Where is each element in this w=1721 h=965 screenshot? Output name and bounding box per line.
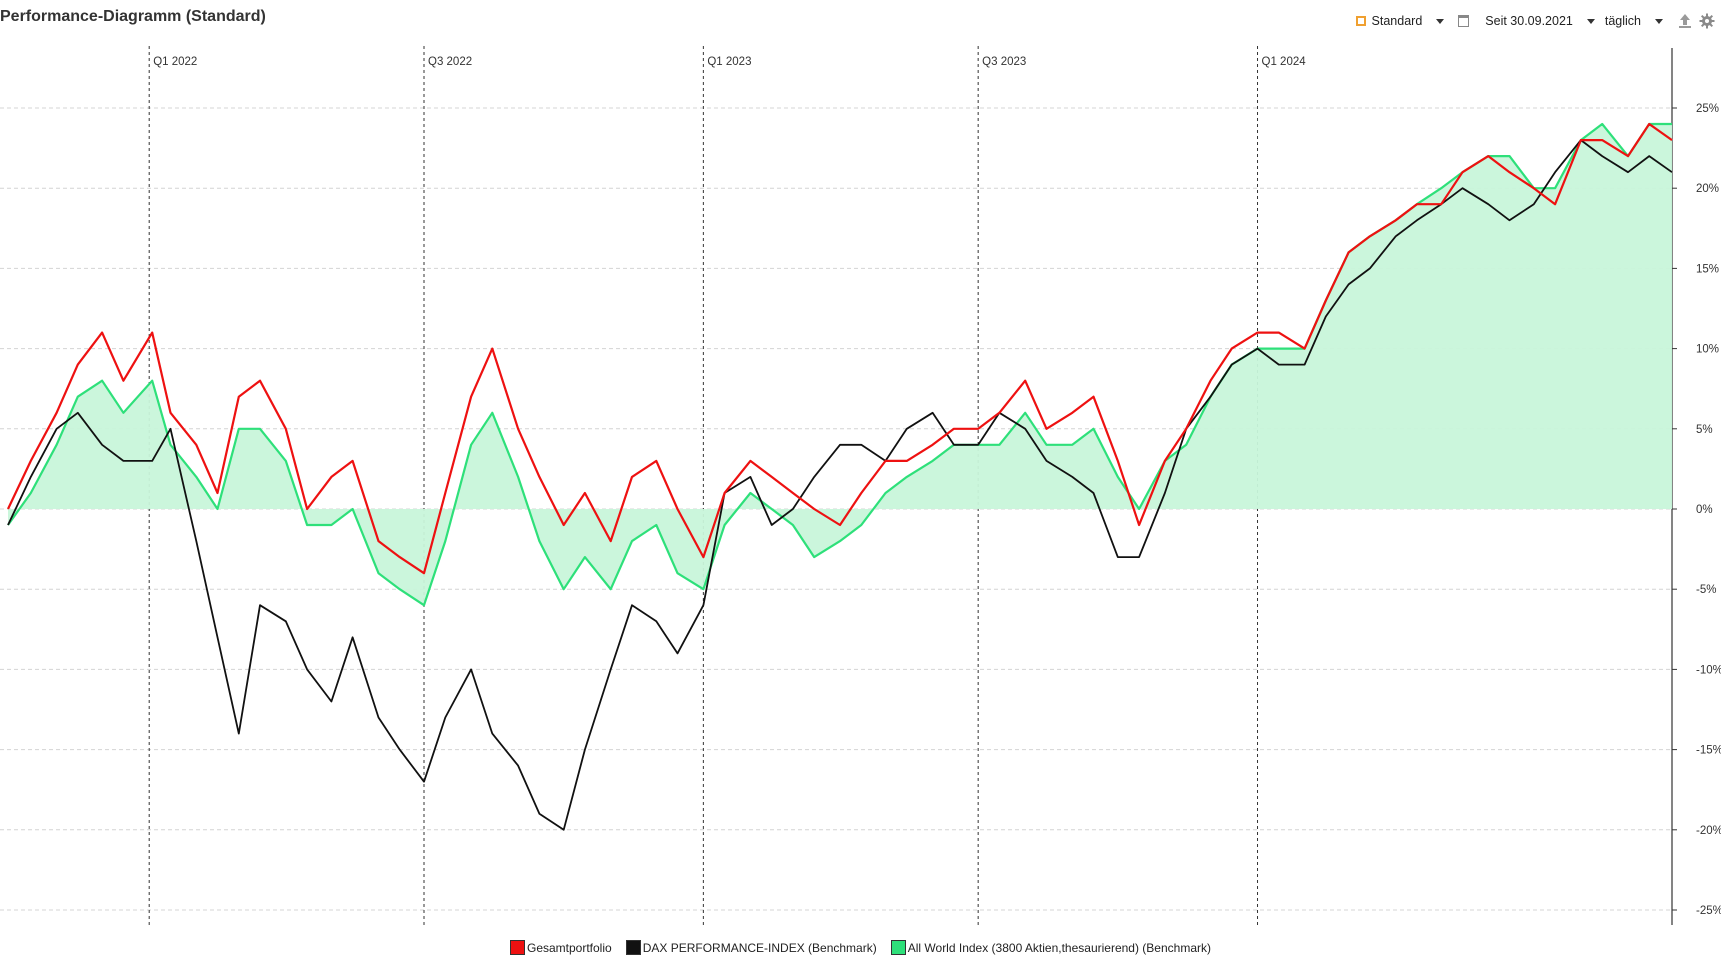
page-title: Performance-Diagramm (Standard) [0,8,266,25]
view-label: Standard [1371,14,1423,28]
quarter-marker-label: Q1 2023 [707,56,751,68]
performance-chart: 25% 20% 15% 10% 5% 0% -5% -10% -15% -20% -25% Q1 20… [0,46,1721,925]
quarter-marker-label: Q1 2022 [153,56,197,68]
y-tick-label: -5% [1696,584,1716,596]
all-world-area [8,124,1672,606]
export-icon[interactable] [1677,13,1693,29]
chart-toolbar: Standard Seit 30.09.2021 täglich [1348,11,1715,31]
y-tick-label: 15% [1696,263,1719,275]
legend-item-portfolio[interactable]: Gesamtportfolio [509,940,612,955]
calendar-icon[interactable] [1457,15,1470,27]
gear-icon[interactable] [1699,13,1715,29]
y-tick-label: 20% [1696,183,1719,195]
legend-label: Gesamtportfolio [526,940,612,955]
view-icon [1355,16,1366,26]
quarter-marker-label: Q3 2022 [428,56,472,68]
y-tick-label: -15% [1696,745,1721,757]
quarter-marker-label: Q1 2024 [1262,56,1307,68]
legend-swatch [509,940,525,955]
chart-legend: Gesamtportfolio DAX PERFORMANCE-INDEX (B… [0,940,1721,955]
view-selector[interactable]: Standard [1355,14,1445,28]
legend-item-all-world[interactable]: All World Index (3800 Aktien,thesauriere… [890,940,1211,955]
chevron-down-icon[interactable] [1655,18,1663,24]
y-tick-label: -10% [1696,664,1721,676]
legend-swatch [890,940,906,955]
period-label: Seit 30.09.2021 [1485,14,1573,28]
y-tick-label: 25% [1696,103,1719,115]
legend-item-dax[interactable]: DAX PERFORMANCE-INDEX (Benchmark) [625,940,877,955]
series-line-portfolio [7,122,1673,575]
chevron-down-icon[interactable] [1436,18,1445,24]
legend-swatch [625,940,641,955]
interval-label: täglich [1604,14,1641,28]
y-tick-label: -25% [1696,905,1721,917]
legend-label: DAX PERFORMANCE-INDEX (Benchmark) [642,940,877,955]
quarter-marker-label: Q3 2023 [982,56,1026,68]
y-tick-label: -20% [1696,825,1721,837]
interval-selector[interactable]: täglich [1605,14,1663,28]
y-tick-label: 5% [1696,424,1713,436]
legend-label: All World Index (3800 Aktien,thesauriere… [907,940,1211,955]
series-line-dax [7,139,1673,831]
y-tick-label: 10% [1696,344,1719,356]
y-tick-label: 0% [1696,504,1713,516]
chevron-down-icon[interactable] [1586,18,1595,24]
period-selector[interactable]: Seit 30.09.2021 [1457,14,1595,28]
